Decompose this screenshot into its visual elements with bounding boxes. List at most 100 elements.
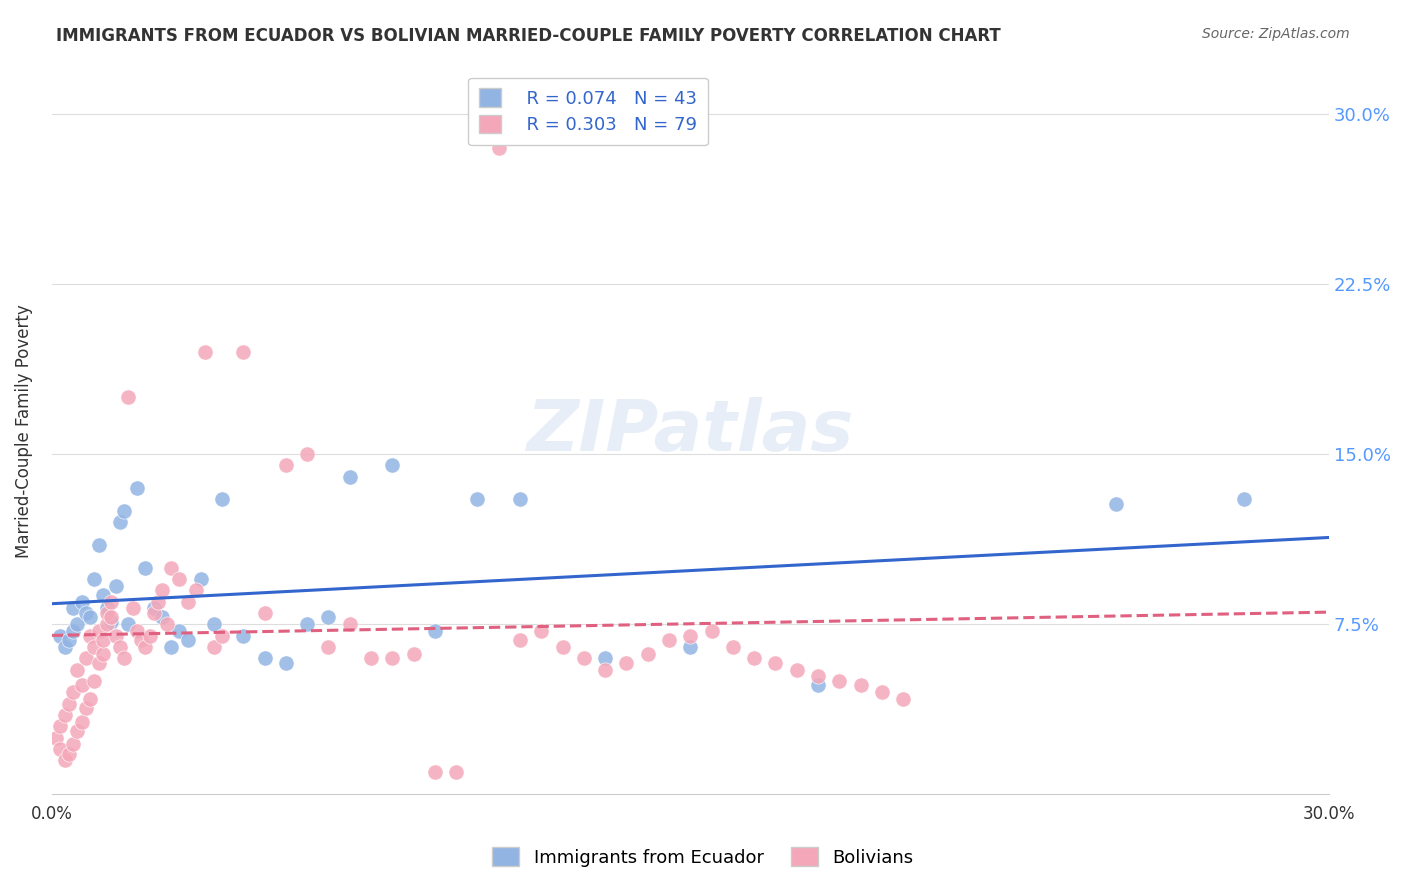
Bolivians xyxy=(700,624,723,638)
Immigrants from Ecuador xyxy=(87,538,110,552)
Immigrants from Ecuador xyxy=(211,492,233,507)
Bolivians xyxy=(551,640,574,654)
Immigrants from Ecuador xyxy=(142,601,165,615)
Bolivians xyxy=(87,624,110,638)
Immigrants from Ecuador xyxy=(49,629,72,643)
Y-axis label: Married-Couple Family Poverty: Married-Couple Family Poverty xyxy=(15,304,32,558)
Immigrants from Ecuador xyxy=(108,515,131,529)
Immigrants from Ecuador xyxy=(79,610,101,624)
Bolivians xyxy=(177,594,200,608)
Bolivians xyxy=(870,685,893,699)
Bolivians xyxy=(108,640,131,654)
Bolivians xyxy=(274,458,297,473)
Bolivians xyxy=(381,651,404,665)
Text: Source: ZipAtlas.com: Source: ZipAtlas.com xyxy=(1202,27,1350,41)
Bolivians xyxy=(593,663,616,677)
Bolivians xyxy=(66,723,89,738)
Bolivians xyxy=(488,141,510,155)
Bolivians xyxy=(423,764,446,779)
Bolivians xyxy=(66,663,89,677)
Bolivians xyxy=(83,673,105,688)
Immigrants from Ecuador xyxy=(202,617,225,632)
Bolivians xyxy=(96,617,118,632)
Bolivians xyxy=(253,606,276,620)
Bolivians xyxy=(91,647,114,661)
Immigrants from Ecuador xyxy=(295,617,318,632)
Bolivians xyxy=(112,651,135,665)
Text: IMMIGRANTS FROM ECUADOR VS BOLIVIAN MARRIED-COUPLE FAMILY POVERTY CORRELATION CH: IMMIGRANTS FROM ECUADOR VS BOLIVIAN MARR… xyxy=(56,27,1001,45)
Bolivians xyxy=(339,617,361,632)
Immigrants from Ecuador xyxy=(232,629,254,643)
Bolivians xyxy=(121,601,143,615)
Bolivians xyxy=(53,708,76,723)
Bolivians xyxy=(79,629,101,643)
Bolivians xyxy=(129,633,152,648)
Bolivians xyxy=(70,714,93,729)
Bolivians xyxy=(142,606,165,620)
Immigrants from Ecuador xyxy=(467,492,489,507)
Bolivians xyxy=(75,701,97,715)
Immigrants from Ecuador xyxy=(160,640,183,654)
Bolivians xyxy=(763,656,786,670)
Bolivians xyxy=(721,640,744,654)
Immigrants from Ecuador xyxy=(509,492,531,507)
Bolivians xyxy=(295,447,318,461)
Text: ZIPatlas: ZIPatlas xyxy=(527,397,853,466)
Immigrants from Ecuador xyxy=(96,601,118,615)
Bolivians xyxy=(100,594,122,608)
Immigrants from Ecuador xyxy=(381,458,404,473)
Bolivians xyxy=(152,583,174,598)
Immigrants from Ecuador xyxy=(339,470,361,484)
Bolivians xyxy=(79,692,101,706)
Bolivians xyxy=(146,594,169,608)
Bolivians xyxy=(58,747,80,761)
Bolivians xyxy=(211,629,233,643)
Bolivians xyxy=(75,651,97,665)
Bolivians xyxy=(87,656,110,670)
Bolivians xyxy=(160,560,183,574)
Immigrants from Ecuador xyxy=(169,624,191,638)
Bolivians xyxy=(891,692,914,706)
Bolivians xyxy=(742,651,765,665)
Immigrants from Ecuador xyxy=(112,504,135,518)
Immigrants from Ecuador xyxy=(62,601,84,615)
Immigrants from Ecuador xyxy=(1105,497,1128,511)
Legend: Immigrants from Ecuador, Bolivians: Immigrants from Ecuador, Bolivians xyxy=(485,840,921,874)
Bolivians xyxy=(125,624,148,638)
Immigrants from Ecuador xyxy=(318,610,340,624)
Bolivians xyxy=(45,731,67,745)
Bolivians xyxy=(616,656,638,670)
Bolivians xyxy=(828,673,851,688)
Immigrants from Ecuador xyxy=(125,481,148,495)
Bolivians xyxy=(156,617,179,632)
Immigrants from Ecuador xyxy=(117,617,139,632)
Legend:   R = 0.074   N = 43,   R = 0.303   N = 79: R = 0.074 N = 43, R = 0.303 N = 79 xyxy=(468,78,709,145)
Bolivians xyxy=(104,629,127,643)
Immigrants from Ecuador xyxy=(104,579,127,593)
Bolivians xyxy=(49,742,72,756)
Immigrants from Ecuador xyxy=(423,624,446,638)
Immigrants from Ecuador xyxy=(593,651,616,665)
Immigrants from Ecuador xyxy=(152,610,174,624)
Bolivians xyxy=(658,633,681,648)
Bolivians xyxy=(467,107,489,121)
Bolivians xyxy=(117,391,139,405)
Immigrants from Ecuador xyxy=(274,656,297,670)
Bolivians xyxy=(202,640,225,654)
Immigrants from Ecuador xyxy=(177,633,200,648)
Immigrants from Ecuador xyxy=(75,606,97,620)
Bolivians xyxy=(49,719,72,733)
Bolivians xyxy=(83,640,105,654)
Immigrants from Ecuador xyxy=(66,617,89,632)
Bolivians xyxy=(786,663,808,677)
Bolivians xyxy=(530,624,553,638)
Immigrants from Ecuador xyxy=(679,640,702,654)
Immigrants from Ecuador xyxy=(1233,492,1256,507)
Bolivians xyxy=(53,753,76,767)
Immigrants from Ecuador xyxy=(83,572,105,586)
Bolivians xyxy=(637,647,659,661)
Immigrants from Ecuador xyxy=(58,633,80,648)
Bolivians xyxy=(138,629,160,643)
Bolivians xyxy=(679,629,702,643)
Bolivians xyxy=(62,738,84,752)
